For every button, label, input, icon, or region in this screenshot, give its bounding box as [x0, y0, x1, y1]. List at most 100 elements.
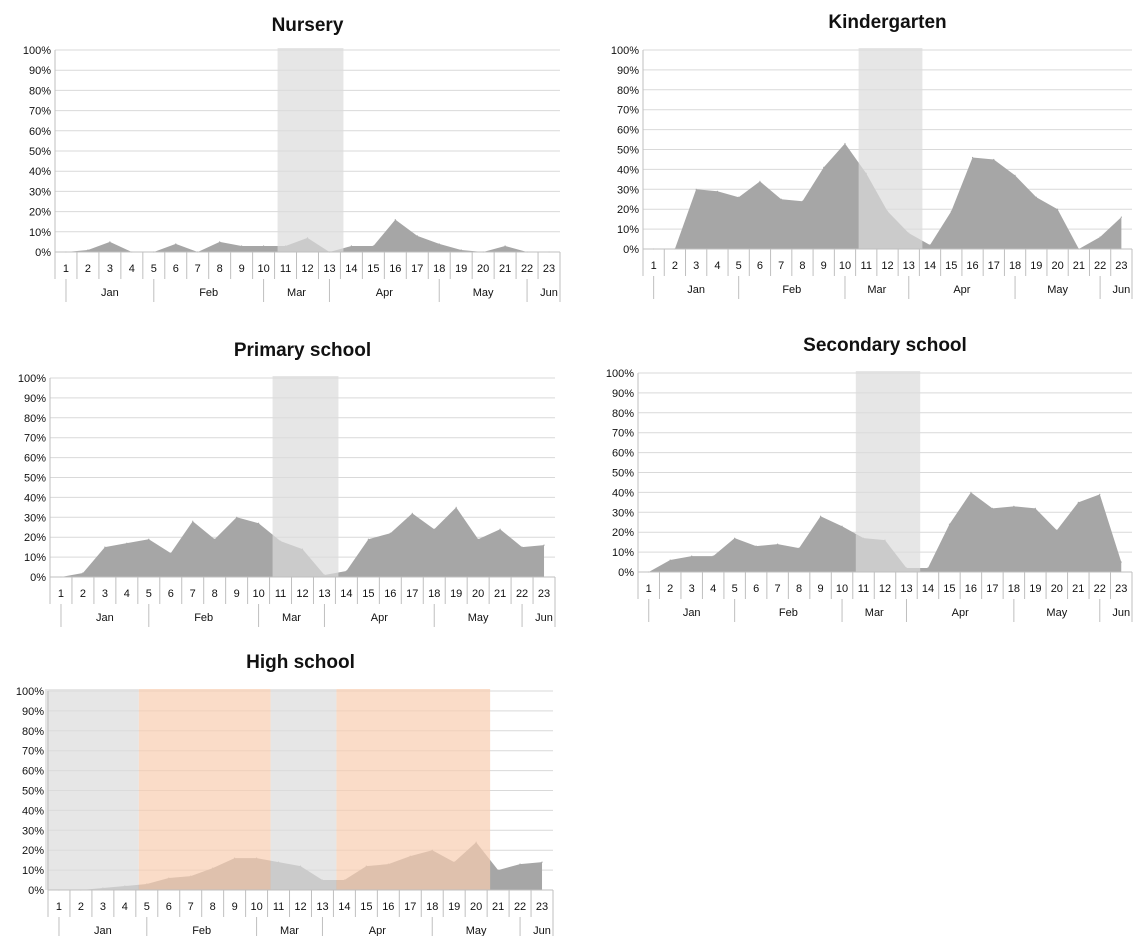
- series-area: [65, 219, 550, 252]
- y-tick-label: 60%: [612, 448, 634, 460]
- data-point: [394, 219, 396, 221]
- y-tick-label: 80%: [24, 413, 46, 425]
- x-tick-label: 1: [58, 588, 64, 600]
- data-point: [844, 142, 846, 145]
- data-point: [1013, 505, 1015, 507]
- month-label: Jan: [683, 607, 701, 619]
- month-label: Feb: [199, 287, 218, 299]
- y-tick-label: 70%: [29, 106, 51, 118]
- x-tick-label: 9: [818, 583, 824, 595]
- month-label: May: [1047, 284, 1068, 296]
- chart-svg: High school 0% 10% 20% 30% 40% 50% 60% 70% 80% 90%…: [16, 652, 554, 936]
- data-point: [734, 537, 736, 539]
- data-point: [993, 158, 995, 161]
- y-tick-label: 90%: [617, 65, 639, 77]
- x-tick-label: 19: [450, 588, 462, 600]
- x-tick-label: 1: [651, 260, 657, 272]
- x-tick-label: 12: [294, 901, 306, 913]
- data-point: [499, 528, 501, 530]
- y-tick-label: 60%: [24, 453, 46, 465]
- data-point: [691, 555, 693, 557]
- data-point: [1014, 174, 1016, 176]
- series-area: [653, 143, 1122, 249]
- x-tick-label: 19: [1029, 583, 1041, 595]
- x-tick-label: 22: [521, 263, 533, 275]
- data-point: [801, 200, 804, 202]
- month-label: Apr: [952, 607, 969, 619]
- x-tick-label: 2: [85, 263, 91, 275]
- y-tick-label: 0%: [28, 885, 44, 897]
- data-point: [780, 198, 782, 200]
- x-tick-label: 6: [757, 260, 763, 272]
- month-label: Jun: [535, 612, 553, 624]
- data-point: [519, 863, 521, 865]
- data-point: [521, 546, 523, 548]
- y-tick-label: 30%: [22, 825, 44, 837]
- data-point: [541, 861, 543, 863]
- data-point: [367, 538, 369, 540]
- x-tick-label: 10: [836, 583, 848, 595]
- x-tick-label: 12: [296, 588, 308, 600]
- x-tick-label: 23: [543, 263, 555, 275]
- month-label: Jan: [101, 287, 119, 299]
- x-tick-label: 2: [667, 583, 673, 595]
- x-tick-label: 4: [124, 588, 130, 600]
- x-tick-label: 7: [190, 588, 196, 600]
- data-point: [416, 235, 418, 237]
- y-tick-label: 60%: [22, 766, 44, 778]
- chart-title: Kindergarten: [828, 12, 946, 33]
- data-point: [695, 188, 697, 190]
- x-tick-label: 14: [345, 263, 357, 275]
- x-tick-label: 12: [879, 583, 891, 595]
- data-point: [497, 869, 499, 871]
- data-point: [1099, 493, 1101, 495]
- y-tick-label: 90%: [24, 393, 46, 405]
- x-tick-label: 15: [945, 260, 957, 272]
- y-tick-label: 40%: [617, 164, 639, 176]
- x-tick-label: 2: [80, 588, 86, 600]
- x-tick-label: 15: [362, 588, 374, 600]
- y-tick-label: 20%: [612, 527, 634, 539]
- x-tick-label: 12: [301, 263, 313, 275]
- y-tick-label: 80%: [22, 726, 44, 738]
- x-tick-label: 17: [986, 583, 998, 595]
- y-tick-label: 70%: [617, 105, 639, 117]
- y-tick-label: 100%: [611, 45, 639, 57]
- x-tick-label: 20: [1051, 260, 1063, 272]
- x-tick-label: 3: [107, 263, 113, 275]
- x-tick-label: 20: [477, 263, 489, 275]
- chart-svg: Nursery 0% 10% 20% 30% 40% 50% 60% 70% 80% 90% 100%…: [23, 15, 561, 302]
- x-tick-label: 21: [492, 901, 504, 913]
- data-point: [798, 547, 800, 549]
- x-tick-label: 18: [1009, 260, 1021, 272]
- y-tick-label: 20%: [22, 845, 44, 857]
- y-tick-label: 40%: [24, 492, 46, 504]
- x-tick-label: 13: [316, 901, 328, 913]
- y-tick-label: 30%: [612, 507, 634, 519]
- y-tick-label: 30%: [617, 184, 639, 196]
- month-label: Jun: [533, 925, 551, 936]
- y-tick-label: 10%: [612, 547, 634, 559]
- shaded-period: [272, 376, 339, 577]
- x-tick-label: 10: [839, 260, 851, 272]
- x-tick-label: 19: [455, 263, 467, 275]
- shaded-period: [336, 689, 491, 890]
- shaded-period: [138, 689, 271, 890]
- x-tick-label: 18: [433, 263, 445, 275]
- chart-svg: Secondary school 0% 10% 20% 30% 40% 50% 60% 70% 8…: [606, 335, 1133, 622]
- x-tick-label: 21: [494, 588, 506, 600]
- x-tick-label: 11: [280, 263, 291, 275]
- x-tick-label: 11: [858, 583, 869, 595]
- x-tick-label: 7: [778, 260, 784, 272]
- x-tick-label: 9: [232, 901, 238, 913]
- x-tick-label: 20: [472, 588, 484, 600]
- month-label: Feb: [779, 607, 798, 619]
- y-tick-label: 0%: [35, 247, 51, 259]
- chart-panel-primary-school: Primary school 0% 10% 20% 30% 40% 50% 60% 70% 80%…: [0, 325, 565, 635]
- chart-panel-secondary-school: Secondary school 0% 10% 20% 30% 40% 50% 60% 70% 8…: [568, 325, 1135, 635]
- x-tick-label: 20: [1051, 583, 1063, 595]
- x-tick-label: 4: [710, 583, 716, 595]
- x-tick-label: 14: [924, 260, 936, 272]
- x-tick-label: 19: [1030, 260, 1042, 272]
- data-point: [991, 507, 993, 509]
